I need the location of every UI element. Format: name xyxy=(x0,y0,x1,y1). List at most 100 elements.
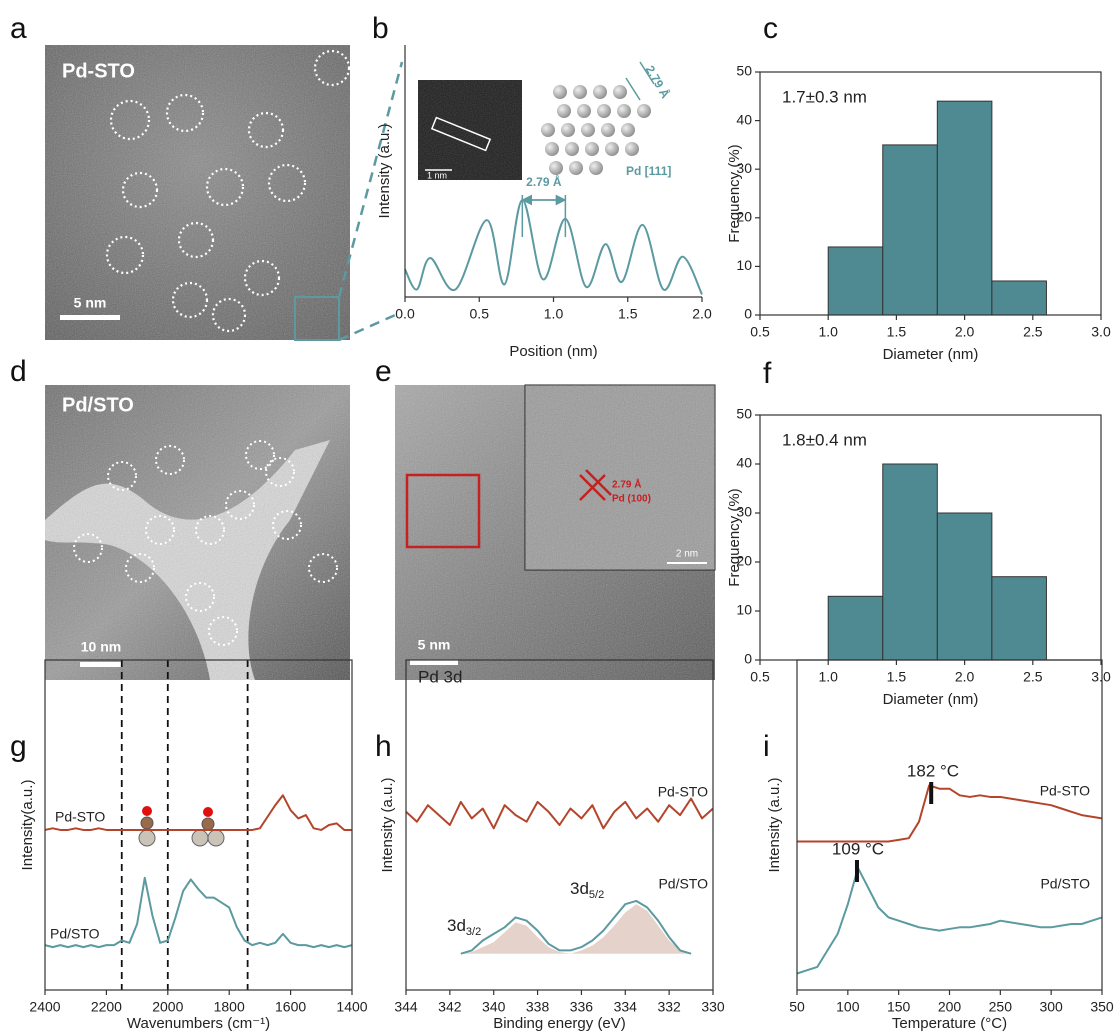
image-title: Pd-STO xyxy=(62,60,135,82)
scale-bar xyxy=(667,562,707,564)
x-tick-label: 250 xyxy=(989,999,1013,1015)
lattice-atom xyxy=(569,161,583,175)
y-axis-label: Frequency (%) xyxy=(726,144,743,242)
x-tick-label: 300 xyxy=(1039,999,1063,1015)
lattice-atom xyxy=(617,104,631,118)
annotation: 109 °C xyxy=(832,839,884,858)
x-tick-label: 330 xyxy=(701,999,725,1015)
panel-label: a xyxy=(10,12,27,45)
x-tick-label: 0.0 xyxy=(395,306,415,322)
x-tick-label: 2000 xyxy=(152,999,183,1015)
scale-bar-label: 10 nm xyxy=(81,639,121,655)
annotation: 3d5/2 xyxy=(570,879,604,900)
y-tick-label: 10 xyxy=(736,257,752,273)
x-tick-label: 334 xyxy=(614,999,638,1015)
x-tick-label: 340 xyxy=(482,999,506,1015)
lattice-atom xyxy=(581,123,595,137)
x-tick-label: 2.0 xyxy=(692,306,712,322)
y-axis-label: Intensity (a.u.) xyxy=(379,777,396,872)
x-tick-label: 1.5 xyxy=(887,324,907,340)
lattice-atom xyxy=(553,85,567,99)
lattice-atom xyxy=(561,123,575,137)
x-tick-label: 2.5 xyxy=(1023,669,1043,685)
x-tick-label: 0.5 xyxy=(470,306,490,322)
x-tick-label: 1.0 xyxy=(818,669,838,685)
x-axis-label: Wavenumbers (cm⁻¹) xyxy=(127,1015,270,1032)
x-tick-label: 3.0 xyxy=(1091,669,1111,685)
page: { "images": [ {"panel_label": "a", "titl… xyxy=(0,0,1120,1033)
lattice-atom xyxy=(541,123,555,137)
scale-bar xyxy=(60,315,120,320)
y-axis-label: Intensity (a.u.) xyxy=(766,777,783,872)
series-label: Pd-STO xyxy=(658,784,708,800)
line-series xyxy=(405,200,702,295)
inset-image-noise xyxy=(525,385,715,570)
bar xyxy=(883,464,938,660)
plot-frame xyxy=(797,660,1102,990)
x-tick-label: 342 xyxy=(438,999,462,1015)
scale-bar xyxy=(80,662,122,667)
y-axis-label: Frequency (%) xyxy=(726,488,743,586)
lattice-atom xyxy=(613,85,627,99)
x-tick-label: 0.5 xyxy=(750,669,770,685)
series-label: Pd-STO xyxy=(55,809,105,825)
lattice-atom xyxy=(557,104,571,118)
lattice-atom xyxy=(605,142,619,156)
y-tick-label: 10 xyxy=(736,602,752,618)
x-tick-label: 350 xyxy=(1090,999,1114,1015)
inset-label: Pd (100) xyxy=(612,494,651,505)
scale-bar-label: 2 nm xyxy=(676,549,698,560)
x-tick-label: 3.0 xyxy=(1091,324,1111,340)
bar xyxy=(828,596,883,660)
inset-label: Pd [111] xyxy=(626,164,671,178)
panel-label: e xyxy=(375,355,392,388)
annotation: 2.79 Å xyxy=(526,174,562,189)
x-tick-label: 1.5 xyxy=(887,669,907,685)
x-tick-label: 1.0 xyxy=(544,306,564,322)
lattice-atom xyxy=(597,104,611,118)
bar xyxy=(937,101,992,315)
series-label: Pd-STO xyxy=(1040,783,1090,799)
annotation-main: 3d xyxy=(447,916,466,935)
y-tick-label: 40 xyxy=(736,111,752,127)
x-tick-label: 50 xyxy=(789,999,805,1015)
x-axis-label: Position (nm) xyxy=(509,343,597,360)
image-title: Pd/STO xyxy=(62,394,134,416)
y-axis-label: Intensity(a.u.) xyxy=(19,780,36,871)
annotation: 1.8±0.4 nm xyxy=(782,430,867,449)
panel-label: b xyxy=(372,12,389,45)
series-label: Pd/STO xyxy=(50,926,100,942)
x-tick-label: 2.5 xyxy=(1023,324,1043,340)
x-tick-label: 344 xyxy=(394,999,418,1015)
x-tick-label: 332 xyxy=(657,999,681,1015)
plot-title: Pd 3d xyxy=(418,667,462,686)
series-label: Pd/STO xyxy=(658,876,708,892)
annotation: 182 °C xyxy=(907,761,959,780)
x-tick-label: 1.0 xyxy=(818,324,838,340)
x-tick-label: 338 xyxy=(526,999,550,1015)
x-tick-label: 1800 xyxy=(214,999,245,1015)
x-axis-label: Temperature (°C) xyxy=(892,1015,1007,1032)
bar xyxy=(992,577,1047,660)
annotation-subscript: 5/2 xyxy=(589,889,604,901)
annotation-main: 3d xyxy=(570,879,589,898)
x-axis-label: Diameter (nm) xyxy=(883,691,979,708)
panel-label: f xyxy=(763,357,772,390)
y-axis-label: Intensity (a.u.) xyxy=(376,123,393,218)
panel-label: i xyxy=(763,730,770,763)
annotation-subscript: 3/2 xyxy=(466,926,481,938)
x-tick-label: 150 xyxy=(887,999,911,1015)
y-tick-label: 50 xyxy=(736,406,752,422)
x-tick-label: 336 xyxy=(570,999,594,1015)
y-tick-label: 50 xyxy=(736,63,752,79)
area xyxy=(570,904,691,954)
y-tick-label: 0 xyxy=(744,306,752,322)
lattice-atom xyxy=(549,161,563,175)
panel-label: g xyxy=(10,730,27,763)
bar xyxy=(883,145,938,315)
lattice-model xyxy=(541,85,651,175)
x-tick-label: 2.0 xyxy=(955,324,975,340)
lattice-atom xyxy=(545,142,559,156)
scale-bar-label: 5 nm xyxy=(74,295,107,311)
lattice-atom xyxy=(601,123,615,137)
